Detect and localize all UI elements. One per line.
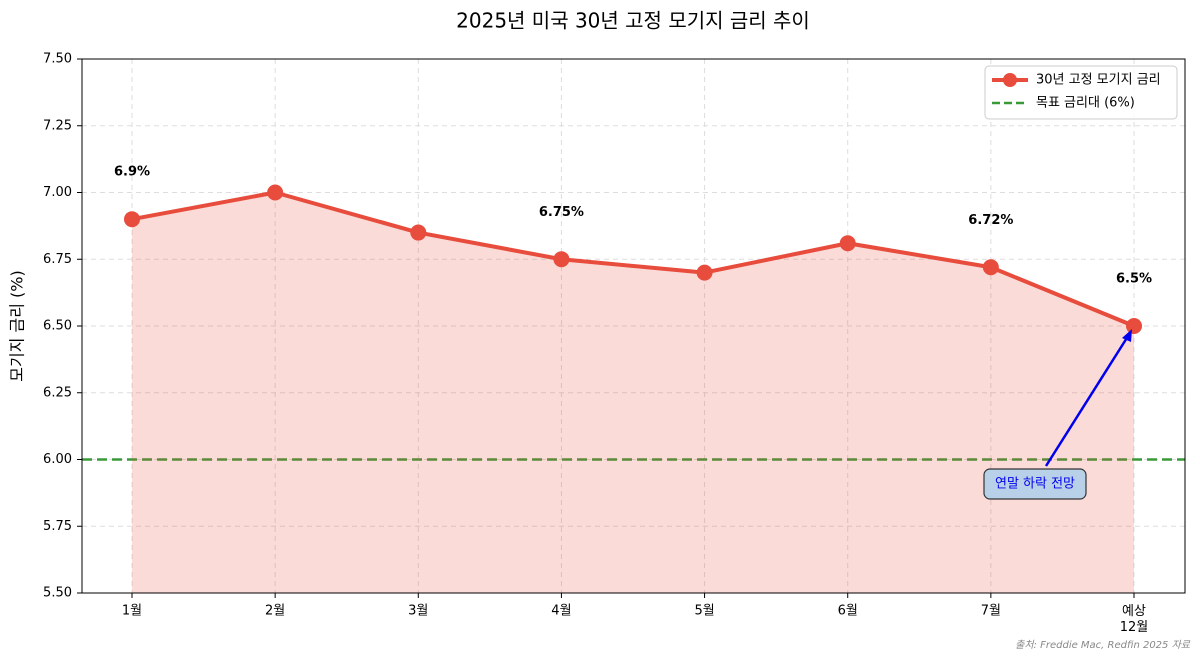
area — [132, 192, 1134, 593]
point — [124, 211, 140, 228]
annotation-text: 연말 하락 전망 — [995, 477, 1075, 492]
x-tick-label: 4월 — [551, 604, 571, 619]
y-axis-label: 모기지 금리 (%) — [8, 270, 27, 381]
legend-marker — [1003, 73, 1017, 87]
y-tick-label: 5.50 — [43, 586, 72, 601]
plot-frame — [81, 58, 1186, 594]
value-label: 6.75% — [539, 205, 584, 220]
y-tick-label: 6.50 — [43, 319, 72, 334]
x-tick-label: 6월 — [838, 604, 858, 619]
value-label: 6.5% — [1116, 272, 1152, 287]
x-tick-label: 3월 — [408, 604, 428, 619]
y-tick-label: 6.00 — [43, 452, 72, 467]
chart-title: 2025년 미국 30년 고정 모기지 금리 추이 — [456, 9, 810, 33]
y-tick-label: 7.00 — [43, 185, 72, 200]
value-label: 6.72% — [968, 213, 1013, 228]
annotation-arrowhead — [1122, 329, 1132, 342]
y-tick-label: 7.50 — [43, 52, 72, 67]
x-tick-label: 5월 — [694, 604, 714, 619]
source-note: 출처: Freddie Mac, Redfin 2025 자료 — [1015, 639, 1191, 651]
point — [696, 264, 713, 281]
x-tick-label: 7월 — [981, 604, 1001, 619]
point — [1126, 318, 1142, 334]
x-tick-label: 1월 — [122, 604, 142, 619]
point — [267, 184, 284, 201]
point — [839, 235, 856, 252]
line — [131, 190, 1135, 328]
point — [410, 224, 427, 241]
y-tick-label: 5.75 — [43, 519, 72, 534]
y-tick-label: 6.25 — [43, 385, 72, 400]
annotation-arrow — [1044, 332, 1132, 467]
y-tick-label: 6.75 — [43, 252, 72, 267]
legend-label: 목표 금리대 (6%) — [1036, 96, 1135, 111]
y-tick-label: 7.25 — [43, 118, 72, 133]
x-tick-label: 2월 — [265, 604, 285, 619]
annotation-box — [983, 468, 1087, 500]
point — [982, 259, 999, 276]
value-label: 6.9% — [114, 165, 150, 180]
legend-label: 30년 고정 모기지 금리 — [1036, 73, 1161, 88]
legend-box — [984, 65, 1178, 120]
x-tick-label: 예상 12월 — [1120, 604, 1149, 635]
point — [553, 251, 570, 268]
